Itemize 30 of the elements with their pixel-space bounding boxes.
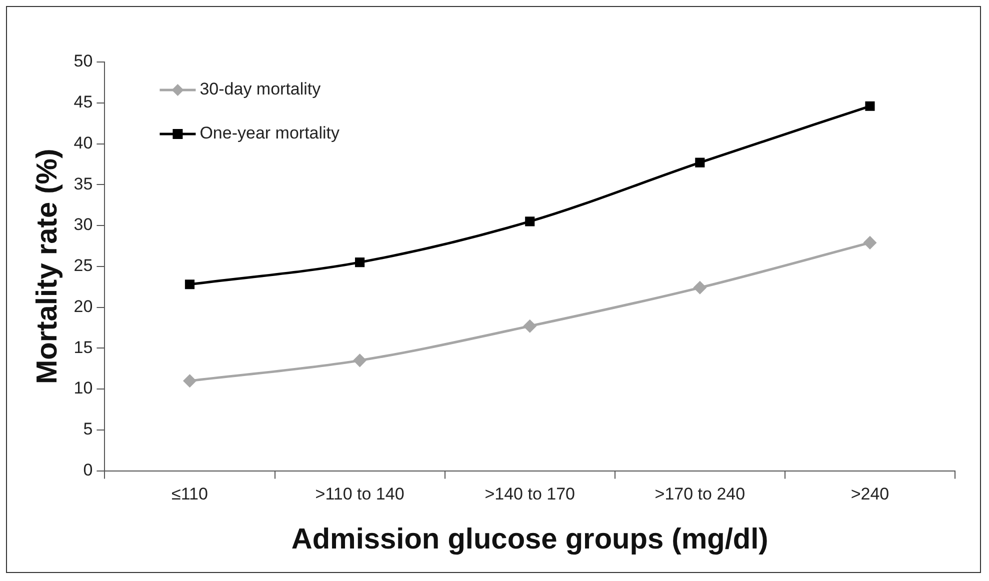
point <box>354 354 366 367</box>
y-tick-label: 0 <box>83 460 93 480</box>
x-tick-label: ≤110 <box>172 484 208 504</box>
point <box>864 236 876 249</box>
x-tick-label: >170 to 240 <box>654 484 746 504</box>
y-tick-label: 10 <box>74 378 93 398</box>
point <box>183 374 196 388</box>
x-tick-label: >240 <box>850 484 890 504</box>
x-tick-label: >140 to 170 <box>484 484 575 504</box>
y-tick-label: 25 <box>74 256 93 276</box>
y-tick-label: 20 <box>74 296 93 316</box>
y-tick-label: 30 <box>74 215 93 234</box>
y-tick-label: 35 <box>74 174 93 194</box>
y-tick-label: 40 <box>74 133 93 152</box>
y-axis-title: Mortality rate (%) <box>31 148 64 384</box>
y-tick-label: 45 <box>74 92 93 112</box>
point <box>695 158 705 168</box>
x-axis-title: Admission glucose groups (mg/dl) <box>291 524 768 556</box>
legend-label: 30-day mortality <box>200 80 322 99</box>
y-tick-label: 15 <box>74 338 93 357</box>
y-tick-label: 5 <box>83 420 93 439</box>
y-tick-label: 50 <box>74 52 93 71</box>
point <box>525 216 535 226</box>
legend-label: One-year mortality <box>200 124 340 143</box>
point <box>694 281 706 294</box>
x-tick-label: >110 to 140 <box>315 484 404 504</box>
point <box>184 280 195 290</box>
point <box>865 101 875 111</box>
point <box>355 258 365 268</box>
point <box>524 320 536 332</box>
